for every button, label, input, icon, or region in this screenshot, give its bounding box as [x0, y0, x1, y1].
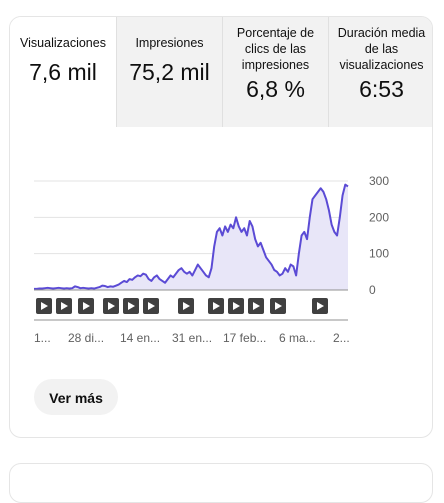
tab-value: 75,2 mil	[129, 59, 210, 85]
x-tick-label: 17 feb...	[223, 331, 266, 345]
y-tick-label: 300	[369, 174, 389, 188]
x-tick-label: 14 en...	[120, 331, 160, 345]
video-marker-icon[interactable]	[123, 298, 139, 314]
video-marker-icon[interactable]	[270, 298, 286, 314]
y-tick-label: 100	[369, 247, 389, 261]
tab-impresiones[interactable]: Impresiones 75,2 mil	[116, 17, 222, 127]
video-marker-icon[interactable]	[78, 298, 94, 314]
tab-value: 6:53	[359, 76, 404, 102]
tab-label: Visualizaciones	[20, 36, 106, 50]
video-marker-icon[interactable]	[36, 298, 52, 314]
tab-label: Duración media de las visualizaciones	[337, 26, 426, 72]
analytics-card: Visualizaciones 7,6 mil Impresiones 75,2…	[9, 16, 433, 438]
series-line	[34, 183, 349, 290]
video-marker-icon[interactable]	[228, 298, 244, 314]
video-marker-icon[interactable]	[312, 298, 328, 314]
tab-porcentaje-clics[interactable]: Porcentaje de clics de las impresiones 6…	[222, 17, 328, 127]
metric-tabs: Visualizaciones 7,6 mil Impresiones 75,2…	[10, 17, 432, 127]
views-chart: 300 200 100 0 1... 28 di... 14 en... 31 en... 17…	[34, 174, 389, 345]
x-tick-label: 31 en...	[172, 331, 212, 345]
x-tick-label: 6 ma...	[279, 331, 316, 345]
ver-mas-button[interactable]: Ver más	[34, 379, 118, 415]
video-marker-icon[interactable]	[208, 298, 224, 314]
tab-value: 7,6 mil	[29, 59, 97, 85]
tab-label: Impresiones	[135, 36, 204, 50]
x-tick-label: 2...	[333, 331, 350, 345]
video-marker-icon[interactable]	[143, 298, 159, 314]
tab-visualizaciones[interactable]: Visualizaciones 7,6 mil	[10, 17, 116, 127]
series-area	[34, 184, 348, 290]
video-marker-icon[interactable]	[248, 298, 264, 314]
tab-value: 6,8 %	[246, 76, 305, 102]
video-marker-icon[interactable]	[56, 298, 72, 314]
video-marker-icon[interactable]	[178, 298, 194, 314]
next-card	[9, 463, 433, 503]
x-tick-label: 1...	[34, 331, 51, 345]
y-tick-label: 0	[369, 283, 376, 297]
video-marker-icon[interactable]	[103, 298, 119, 314]
tab-label: Porcentaje de clics de las impresiones	[236, 26, 315, 72]
y-tick-label: 200	[369, 210, 389, 224]
tab-duracion-media[interactable]: Duración media de las visualizaciones 6:…	[328, 17, 432, 127]
x-tick-label: 28 di...	[68, 331, 104, 345]
